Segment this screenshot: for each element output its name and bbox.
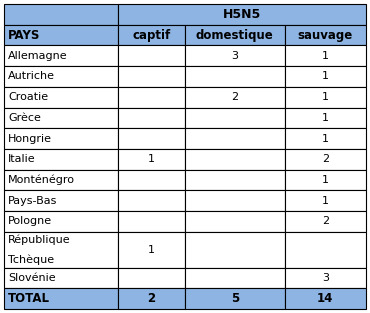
Bar [4, 4, 118, 25]
Text: Pays-Bas: Pays-Bas [9, 196, 58, 206]
Bar [285, 211, 366, 232]
Bar [4, 268, 118, 288]
Text: 1: 1 [148, 154, 155, 164]
Bar [118, 268, 185, 288]
Text: 1: 1 [322, 196, 329, 206]
Bar [285, 108, 366, 128]
Text: Allemagne: Allemagne [9, 51, 68, 61]
Text: PAYS: PAYS [9, 28, 41, 42]
Text: 14: 14 [317, 292, 333, 305]
Bar [185, 190, 285, 211]
Bar [4, 288, 118, 309]
Bar [285, 66, 366, 87]
Bar [118, 211, 185, 232]
Text: Grèce: Grèce [9, 113, 41, 123]
Bar [185, 66, 285, 87]
Bar [185, 128, 285, 149]
Text: Italie: Italie [9, 154, 36, 164]
Bar [285, 128, 366, 149]
Bar [185, 268, 285, 288]
Bar [118, 149, 185, 170]
Text: Pologne: Pologne [9, 217, 53, 226]
Text: 1: 1 [322, 92, 329, 102]
Text: 2: 2 [322, 217, 329, 226]
Text: 3: 3 [322, 273, 329, 283]
Text: 1: 1 [322, 134, 329, 144]
Bar [185, 288, 285, 309]
Text: 1: 1 [322, 113, 329, 123]
Bar [285, 25, 366, 45]
Bar [118, 288, 185, 309]
Bar [185, 108, 285, 128]
Text: Slovénie: Slovénie [9, 273, 56, 283]
Bar [4, 128, 118, 149]
Text: captif: captif [132, 28, 171, 42]
Text: Croatie: Croatie [9, 92, 48, 102]
Bar [285, 45, 366, 66]
Bar [285, 268, 366, 288]
Bar [185, 232, 285, 268]
Bar [4, 45, 118, 66]
Bar [185, 211, 285, 232]
Bar [285, 232, 366, 268]
Bar [118, 108, 185, 128]
Text: sauvage: sauvage [297, 28, 353, 42]
Text: TOTAL: TOTAL [9, 292, 50, 305]
Text: domestique: domestique [196, 28, 274, 42]
Bar [285, 190, 366, 211]
Text: 2: 2 [231, 92, 238, 102]
Bar [118, 25, 185, 45]
Bar [118, 45, 185, 66]
Text: République: République [9, 235, 71, 245]
Bar [4, 149, 118, 170]
Bar [118, 128, 185, 149]
Text: 1: 1 [322, 175, 329, 185]
Bar [185, 170, 285, 190]
Bar [4, 87, 118, 108]
Bar [4, 211, 118, 232]
Bar [185, 149, 285, 170]
Text: 3: 3 [231, 51, 238, 61]
Bar [285, 87, 366, 108]
Bar [4, 190, 118, 211]
Bar [118, 4, 366, 25]
Bar [4, 232, 118, 268]
Text: Hongrie: Hongrie [9, 134, 52, 144]
Text: Tchèque: Tchèque [9, 254, 54, 264]
Bar [185, 87, 285, 108]
Bar [118, 170, 185, 190]
Bar [285, 149, 366, 170]
Bar [118, 66, 185, 87]
Bar [285, 170, 366, 190]
Text: 1: 1 [322, 51, 329, 61]
Bar [185, 45, 285, 66]
Text: 2: 2 [322, 154, 329, 164]
Bar [118, 87, 185, 108]
Bar [4, 170, 118, 190]
Bar [118, 190, 185, 211]
Text: 2: 2 [148, 292, 155, 305]
Text: 1: 1 [322, 71, 329, 81]
Text: 5: 5 [231, 292, 239, 305]
Text: Monténégro: Monténégro [9, 175, 75, 185]
Text: Autriche: Autriche [9, 71, 56, 81]
Bar [4, 108, 118, 128]
Bar [4, 66, 118, 87]
Bar [285, 288, 366, 309]
Text: H5N5: H5N5 [223, 8, 261, 21]
Bar [185, 25, 285, 45]
Bar [118, 232, 185, 268]
Text: 1: 1 [148, 245, 155, 255]
Bar [4, 25, 118, 45]
